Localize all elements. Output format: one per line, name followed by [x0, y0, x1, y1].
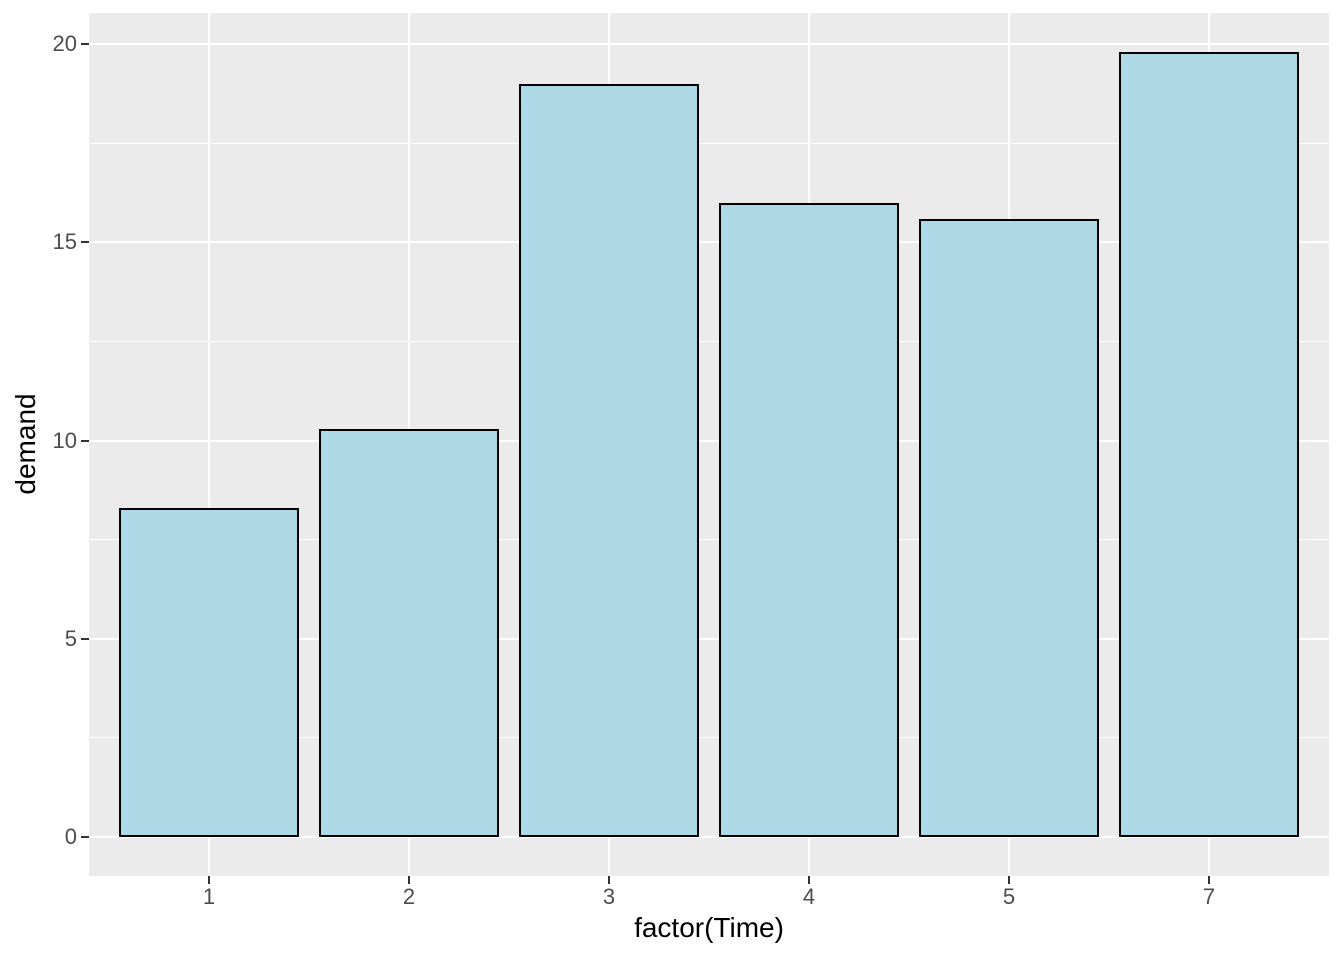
y-axis-tick-mark: [81, 43, 89, 46]
x-axis-tick-mark: [208, 876, 210, 884]
gridline-minor-horizontal: [89, 539, 1329, 541]
y-axis-tick-label: 0: [64, 823, 77, 849]
x-axis-tick-mark: [808, 876, 810, 884]
x-axis-tick-label: 5: [1002, 884, 1016, 909]
y-axis-tick-mark: [81, 835, 89, 838]
x-axis-tick-mark: [408, 876, 410, 884]
x-axis-title: factor(Time): [634, 912, 784, 943]
gridline-major-horizontal: [89, 637, 1329, 640]
x-axis-tick-label: 1: [202, 884, 216, 909]
bar-time-7: [1119, 52, 1299, 837]
bar-time-3: [519, 83, 699, 837]
bar-time-5: [919, 218, 1099, 837]
y-axis-tick-mark: [81, 439, 89, 442]
gridline-minor-horizontal: [89, 340, 1329, 342]
bar-time-4: [719, 202, 899, 837]
x-axis-tick-label: 3: [602, 884, 616, 909]
x-axis-tick-label: 7: [1202, 884, 1216, 909]
y-axis-tick-label: 10: [52, 427, 77, 453]
y-axis-tick-label: 15: [52, 229, 77, 255]
y-axis-tick-label: 20: [52, 31, 77, 57]
gridline-major-horizontal: [89, 439, 1329, 442]
bar-time-2: [319, 428, 499, 837]
gridline-major-horizontal: [89, 241, 1329, 244]
y-axis-tick-label: 5: [64, 625, 77, 651]
gridline-major-horizontal: [89, 43, 1329, 46]
plot-panel: [89, 13, 1329, 876]
y-axis-tick-mark: [81, 241, 89, 244]
x-axis-tick-mark: [1208, 876, 1210, 884]
x-axis-tick-mark: [608, 876, 610, 884]
y-axis-tick-mark: [81, 637, 89, 640]
gridline-minor-horizontal: [89, 737, 1329, 739]
x-axis-tick-mark: [1008, 876, 1010, 884]
x-axis-tick-label: 4: [802, 884, 816, 909]
gridline-minor-horizontal: [89, 142, 1329, 144]
gridline-major-horizontal: [89, 835, 1329, 838]
bar-time-1: [119, 507, 299, 837]
gridline-major-vertical: [208, 13, 210, 876]
x-axis-tick-label: 2: [402, 884, 416, 909]
